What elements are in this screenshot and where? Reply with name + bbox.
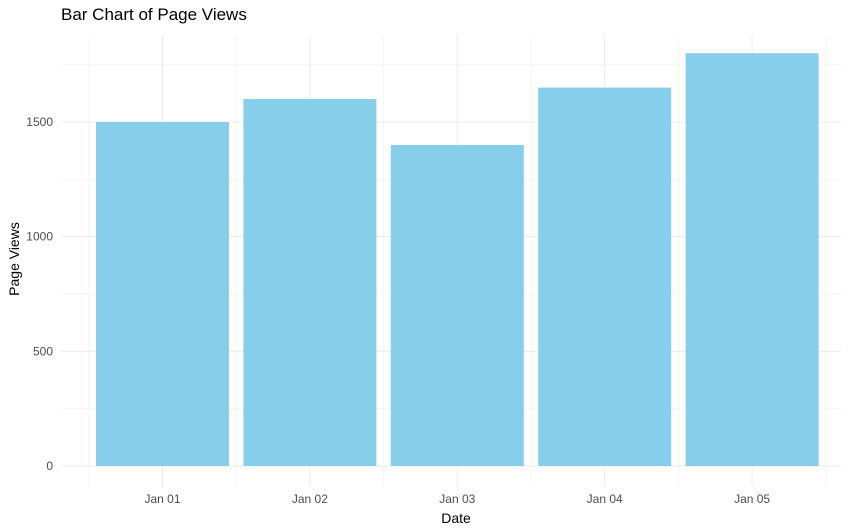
y-tick-label: 0 [46, 459, 53, 473]
x-tick-label: Jan 05 [734, 492, 770, 506]
bars [96, 53, 819, 467]
y-tick-label: 1000 [26, 230, 53, 244]
bar [538, 87, 672, 466]
x-tick-label: Jan 03 [439, 492, 475, 506]
x-tick-label: Jan 04 [587, 492, 623, 506]
x-axis-title: Date [441, 510, 471, 526]
bar [96, 122, 229, 466]
y-axis-ticks: 0 500 1000 1500 [26, 115, 53, 473]
x-tick-label: Jan 02 [292, 492, 328, 506]
y-tick-label: 500 [33, 344, 53, 358]
y-tick-label: 1500 [26, 115, 53, 129]
chart-title: Bar Chart of Page Views [61, 5, 247, 24]
bar [243, 99, 377, 467]
x-tick-label: Jan 01 [144, 492, 180, 506]
x-axis-ticks: Jan 01 Jan 02 Jan 03 Jan 04 Jan 05 [144, 492, 770, 506]
bar [390, 144, 524, 466]
bar [685, 53, 819, 466]
y-axis-title: Page Views [6, 222, 22, 296]
